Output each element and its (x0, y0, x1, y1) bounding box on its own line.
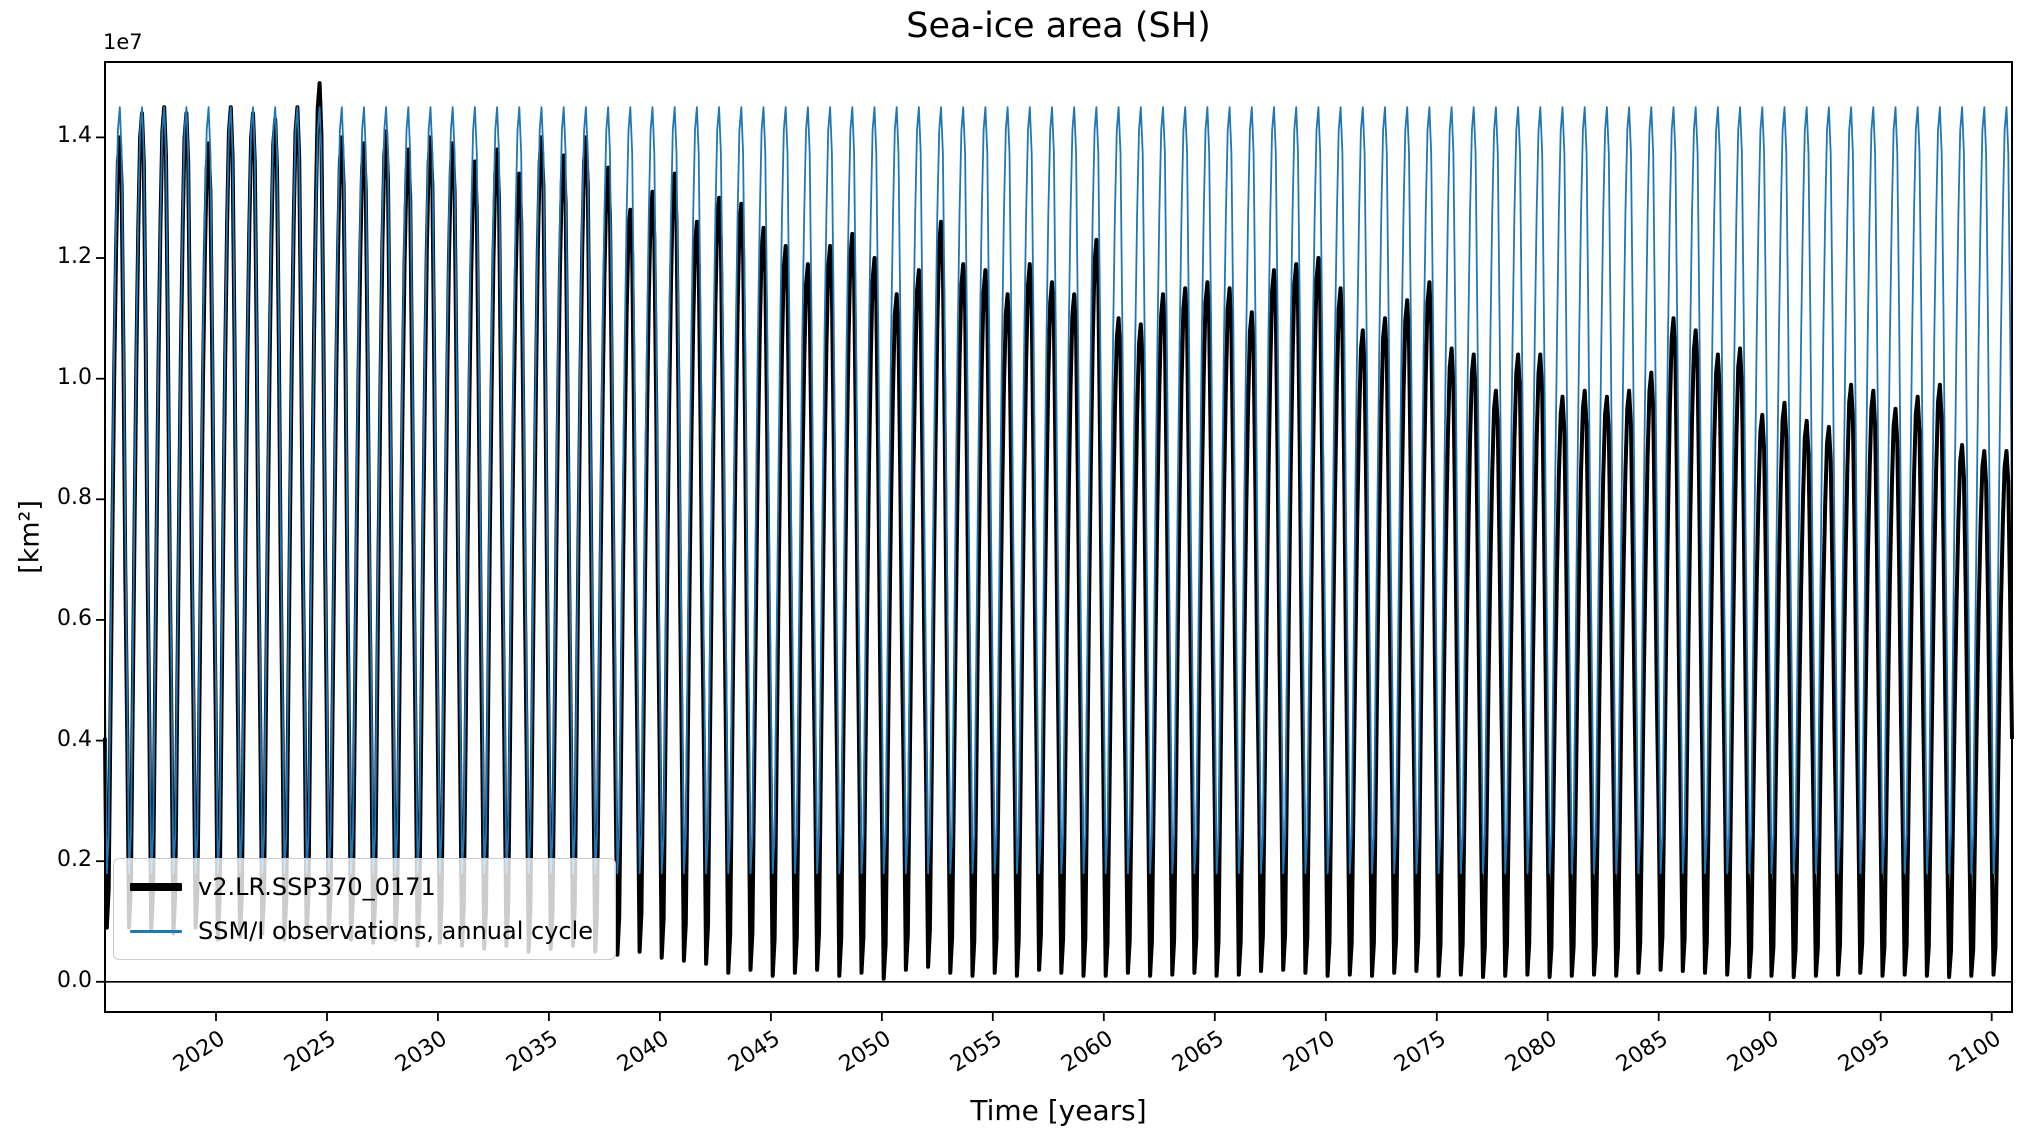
legend-entry-obs: SSM/I observations, annual cycle (130, 917, 593, 945)
legend: v2.LR.SSP370_0171 SSM/I observations, an… (113, 858, 617, 960)
model-line-sample-icon (130, 883, 182, 891)
legend-label-model: v2.LR.SSP370_0171 (198, 873, 436, 901)
legend-entry-model: v2.LR.SSP370_0171 (130, 873, 593, 901)
x-axis-label: Time [years] (970, 1094, 1147, 1127)
y-axis-offset-text: 1e7 (103, 30, 143, 54)
series-line-1 (104, 106, 2013, 875)
obs-line-sample-icon (130, 929, 182, 933)
axes-frame (104, 61, 2013, 1013)
chart-title: Sea-ice area (SH) (906, 6, 1211, 46)
legend-label-obs: SSM/I observations, annual cycle (198, 917, 594, 945)
